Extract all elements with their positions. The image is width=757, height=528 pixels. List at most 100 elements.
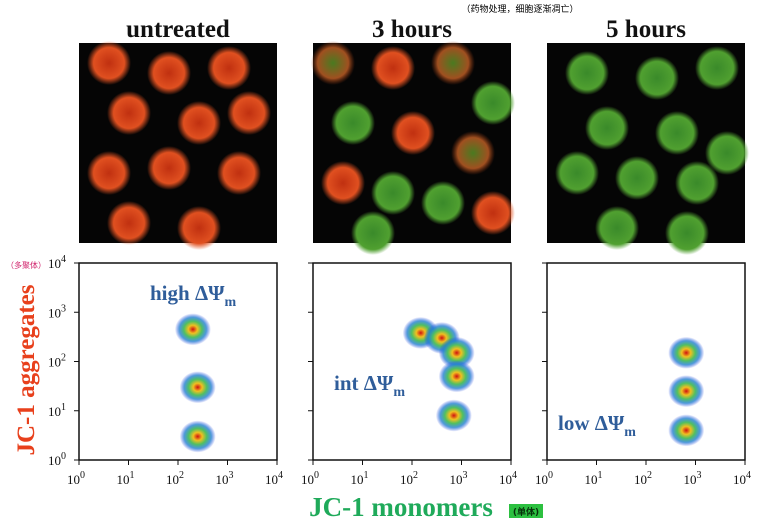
cell bbox=[471, 191, 515, 235]
cell bbox=[87, 151, 131, 195]
tick-base: 10 bbox=[733, 472, 746, 487]
density-cluster bbox=[438, 360, 475, 393]
y-axis-label: JC-1 aggregates bbox=[13, 284, 40, 455]
x-tick-label: 103 bbox=[216, 470, 234, 487]
tick-base: 10 bbox=[117, 472, 130, 487]
cell bbox=[451, 131, 495, 175]
cell bbox=[615, 156, 659, 200]
y-tick-label: 104 bbox=[48, 254, 66, 271]
plot-frame bbox=[312, 262, 512, 461]
x-tick-label: 103 bbox=[450, 470, 468, 487]
y-tick-label: 102 bbox=[48, 353, 66, 370]
tick-exp: 2 bbox=[413, 470, 418, 481]
cell bbox=[431, 41, 475, 85]
x-tick-label: 101 bbox=[585, 470, 603, 487]
tick-exp: 1 bbox=[598, 470, 603, 481]
y-tick-label: 101 bbox=[48, 402, 66, 419]
tick-exp: 0 bbox=[314, 470, 319, 481]
x-tick-label: 100 bbox=[301, 470, 319, 487]
annotation-text: int ΔΨ bbox=[334, 371, 394, 395]
tick-exp: 3 bbox=[61, 303, 66, 314]
density-cluster bbox=[668, 375, 705, 408]
plot bbox=[174, 313, 216, 453]
tick-exp: 3 bbox=[697, 470, 702, 481]
tick-base: 10 bbox=[634, 472, 647, 487]
annotation: low ΔΨm bbox=[558, 411, 636, 440]
cell bbox=[217, 151, 261, 195]
tick-base: 10 bbox=[351, 472, 364, 487]
y-axis-note: （多聚体） bbox=[6, 260, 46, 270]
tick-exp: 4 bbox=[746, 470, 751, 481]
tick-base: 10 bbox=[48, 355, 61, 370]
x-tick-label: 102 bbox=[166, 470, 184, 487]
tick-base: 10 bbox=[48, 305, 61, 320]
tick-exp: 2 bbox=[61, 353, 66, 364]
panel-title: untreated bbox=[126, 16, 230, 43]
density-cluster bbox=[174, 313, 211, 346]
cell bbox=[147, 146, 191, 190]
density-cluster bbox=[668, 336, 705, 369]
x-tick-label: 101 bbox=[117, 470, 135, 487]
tick-base: 10 bbox=[400, 472, 413, 487]
cell bbox=[351, 211, 395, 255]
cell bbox=[207, 46, 251, 90]
tick-base: 10 bbox=[450, 472, 463, 487]
tick-exp: 1 bbox=[130, 470, 135, 481]
tick-exp: 3 bbox=[229, 470, 234, 481]
tick-exp: 0 bbox=[61, 451, 66, 462]
x-tick-label: 102 bbox=[634, 470, 652, 487]
cell bbox=[331, 101, 375, 145]
cell bbox=[391, 111, 435, 155]
micrographs bbox=[79, 41, 749, 255]
tick-exp: 4 bbox=[278, 470, 283, 481]
x-axis-label: JC-1 monomers bbox=[309, 492, 493, 522]
cell bbox=[147, 51, 191, 95]
x-tick-label: 101 bbox=[351, 470, 369, 487]
cell bbox=[675, 161, 719, 205]
panel-title: 5 hours bbox=[606, 16, 686, 43]
tick-exp: 2 bbox=[179, 470, 184, 481]
x-tick-label: 100 bbox=[535, 470, 553, 487]
y-tick-label: 100 bbox=[48, 451, 66, 468]
tick-base: 10 bbox=[684, 472, 697, 487]
x-tick-label: 102 bbox=[400, 470, 418, 487]
annotation: high ΔΨm bbox=[150, 281, 236, 310]
tick-exp: 1 bbox=[364, 470, 369, 481]
cell bbox=[227, 91, 271, 135]
cell bbox=[107, 201, 151, 245]
cell bbox=[585, 106, 629, 150]
cell bbox=[655, 111, 699, 155]
tick-base: 10 bbox=[499, 472, 512, 487]
x-tick-label: 104 bbox=[499, 470, 517, 487]
cell bbox=[705, 131, 749, 175]
tick-base: 10 bbox=[265, 472, 278, 487]
tick-base: 10 bbox=[48, 404, 61, 419]
cell bbox=[321, 161, 365, 205]
annotation-text: low ΔΨ bbox=[558, 411, 625, 435]
cell bbox=[595, 206, 639, 250]
annotation: int ΔΨm bbox=[334, 371, 405, 400]
panel-title: 3 hours bbox=[372, 16, 452, 43]
annotation-subscript: m bbox=[393, 385, 405, 400]
cell bbox=[695, 46, 739, 90]
density-cluster bbox=[438, 336, 475, 369]
x-tick-label: 104 bbox=[265, 470, 283, 487]
tick-exp: 0 bbox=[80, 470, 85, 481]
tick-base: 10 bbox=[216, 472, 229, 487]
tick-base: 10 bbox=[67, 472, 80, 487]
cell bbox=[665, 211, 709, 255]
tick-exp: 4 bbox=[61, 254, 66, 265]
plot bbox=[668, 336, 705, 447]
cell bbox=[565, 51, 609, 95]
x-axis-note: (单体) bbox=[513, 506, 539, 518]
note: （药物处理，细胞逐渐凋亡） bbox=[461, 3, 578, 15]
tick-base: 10 bbox=[585, 472, 598, 487]
cell bbox=[371, 46, 415, 90]
density-cluster bbox=[179, 420, 216, 453]
cell bbox=[107, 91, 151, 135]
density-cluster bbox=[179, 371, 216, 404]
plot bbox=[402, 316, 475, 432]
cell bbox=[555, 151, 599, 195]
tick-base: 10 bbox=[48, 256, 61, 271]
